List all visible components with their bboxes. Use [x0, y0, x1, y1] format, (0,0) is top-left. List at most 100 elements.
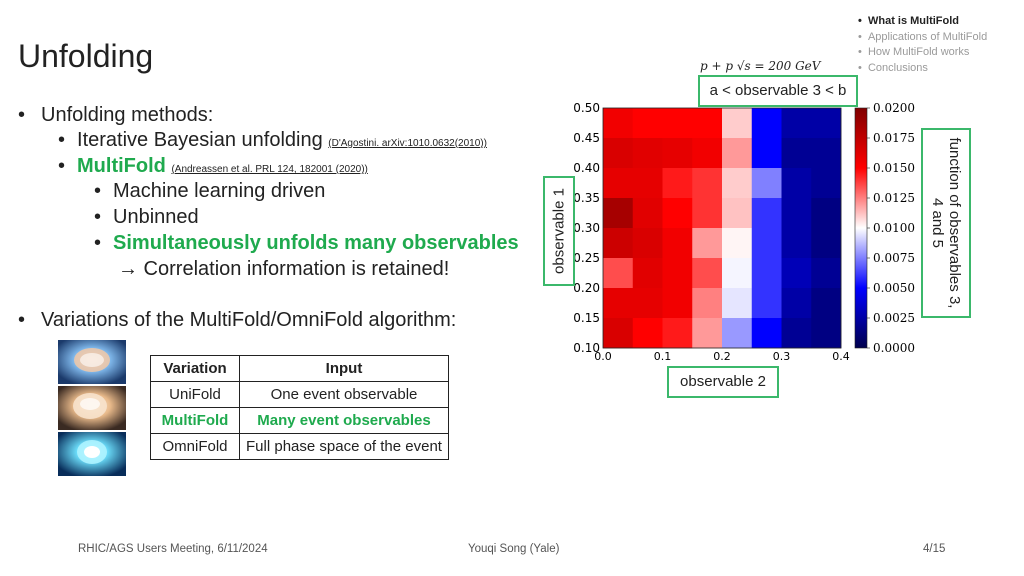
x-axis-label: observable 2: [680, 373, 766, 390]
y-ticks: 0.10 0.15 0.20 0.25 0.30 0.35 0.40 0.45 0.50: [573, 101, 600, 355]
heatmap-cell: [811, 288, 842, 319]
toc-label: Applications of MultiFold: [867, 30, 988, 43]
heatmap-cell: [811, 228, 842, 259]
heatmap-cell: [811, 168, 842, 199]
table-cell: OmniFold: [150, 433, 240, 460]
heatmap-cell: [692, 108, 723, 139]
heatmap-cell: [692, 258, 723, 289]
heatmap-cell: [632, 228, 663, 259]
colorbar-tick-label: 0.0000: [873, 341, 915, 355]
plot-frame: [602, 107, 842, 349]
heatmap-cell: [603, 318, 634, 349]
brain-images: [58, 340, 126, 476]
heatmap-cell: [603, 108, 634, 139]
heatmap-cell: [632, 168, 663, 199]
heatmap-cell: [662, 318, 693, 349]
heatmap-cell: [722, 258, 753, 289]
heatmap-cell: [692, 288, 723, 319]
y-tick-label: 0.20: [573, 281, 600, 295]
toc-item: • Conclusions: [858, 61, 928, 74]
x-tick-label: 0.2: [713, 350, 731, 363]
heatmap-cell: [603, 258, 634, 289]
heatmap-cells: [603, 108, 842, 349]
table-row: OmniFold Full phase space of the event: [150, 433, 449, 460]
x-tick-label: 0.3: [773, 350, 791, 363]
heatmap-cell: [722, 108, 753, 139]
heatmap-cell: [751, 108, 782, 139]
heatmap-cell: [781, 258, 812, 289]
y-tick-label: 0.15: [573, 311, 600, 325]
bullet-multifold: • MultiFold (Andreassen et al. PRL 124, 1…: [58, 155, 368, 177]
heatmap-cell: [632, 108, 663, 139]
heatmap-cell: [781, 198, 812, 229]
colorbar-tick-label: 0.0050: [873, 281, 915, 295]
heatmap-cell: [781, 318, 812, 349]
bullet-text: Unbinned: [113, 206, 199, 228]
cut-label-box: a < observable 3 < b: [698, 75, 858, 107]
heatmap-cell: [662, 288, 693, 319]
toc-label: Conclusions: [867, 61, 928, 74]
y-tick-label: 0.35: [573, 191, 600, 205]
x-tick-label: 0.4: [832, 350, 850, 363]
colorbar-tick-label: 0.0075: [873, 251, 915, 265]
variation-table: Variation Input UniFold One event observ…: [150, 355, 449, 460]
xlabel-box: observable 2: [667, 366, 779, 398]
reference-link[interactable]: (D'Agostini. arXiv:1010.0632(2010)): [328, 138, 487, 149]
colorbar-ticks: 0.0000 0.0025 0.0050 0.0075 0.0100 0.0125 0.01…: [867, 101, 915, 355]
heatmap-cell: [722, 318, 753, 349]
y-tick-label: 0.40: [573, 161, 600, 175]
colorbar-tick-label: 0.0025: [873, 311, 915, 325]
heatmap-cell: [722, 198, 753, 229]
x-tick-label: 0.0: [594, 350, 612, 363]
footer-page-number: 4/15: [923, 543, 946, 555]
heatmap-cell: [603, 138, 634, 169]
y-tick-label: 0.45: [573, 131, 600, 145]
sub-bullet: • Machine learning driven: [94, 180, 326, 202]
table-cell: MultiFold: [150, 407, 240, 434]
colorbar: 0.0000 0.0025 0.0050 0.0075 0.0100 0.0125 0.01…: [854, 101, 915, 355]
heatmap-cell: [722, 168, 753, 199]
sub-bullet: • Unbinned: [94, 206, 199, 228]
sub-bullet-continuation: → Correlation information is retained!: [118, 258, 450, 280]
bullet-variations: • Variations of the MultiFold/OmniFold al…: [18, 309, 457, 331]
heatmap-cell: [603, 198, 634, 229]
table-cell: One event observable: [239, 381, 449, 408]
footer-author: Youqi Song (Yale): [468, 543, 560, 555]
heatmap-cell: [692, 228, 723, 259]
heatmap-cell: [781, 138, 812, 169]
cut-label: a < observable 3 < b: [709, 82, 847, 99]
heatmap-cell: [662, 138, 693, 169]
bullet-text: Variations of the MultiFold/OmniFold alg…: [41, 309, 457, 331]
table-header: Variation: [150, 355, 240, 382]
ylabel-box: observable 1: [543, 176, 575, 286]
heatmap-cell: [692, 318, 723, 349]
heatmap-cell: [632, 288, 663, 319]
heatmap-cell: [751, 228, 782, 259]
colorbar-tick-label: 0.0150: [873, 161, 915, 175]
heatmap-cell: [751, 318, 782, 349]
heatmap-cell: [751, 138, 782, 169]
heatmap-cell: [781, 168, 812, 199]
heatmap-cell: [692, 198, 723, 229]
heatmap-cell: [811, 108, 842, 139]
heatmap-cell: [632, 138, 663, 169]
heatmap-cell: [781, 108, 812, 139]
toc-item: • Applications of MultiFold: [858, 30, 988, 43]
heatmap-cell: [662, 198, 693, 229]
colorbar-label-box: function of observables 3, 4 and 5: [921, 128, 971, 318]
bullet-text: Iterative Bayesian unfolding: [77, 129, 323, 151]
bullet-unfolding-methods: • Unfolding methods:: [18, 104, 214, 126]
heatmap-cell: [632, 318, 663, 349]
colorbar-tick-label: 0.0125: [873, 191, 915, 205]
y-tick-label: 0.10: [573, 341, 600, 355]
heatmap-cell: [603, 168, 634, 199]
table-cell: UniFold: [150, 381, 240, 408]
heatmap-cell: [662, 258, 693, 289]
reference-link[interactable]: (Andreassen et al. PRL 124, 182001 (2020…: [171, 164, 368, 175]
heatmap-cell: [811, 138, 842, 169]
colorbar-tick-label: 0.0175: [873, 131, 915, 145]
y-tick-label: 0.30: [573, 221, 600, 235]
toc-label: How MultiFold works: [867, 46, 970, 58]
heatmap-cell: [662, 108, 693, 139]
toc-item: • How MultiFold works: [858, 46, 970, 58]
